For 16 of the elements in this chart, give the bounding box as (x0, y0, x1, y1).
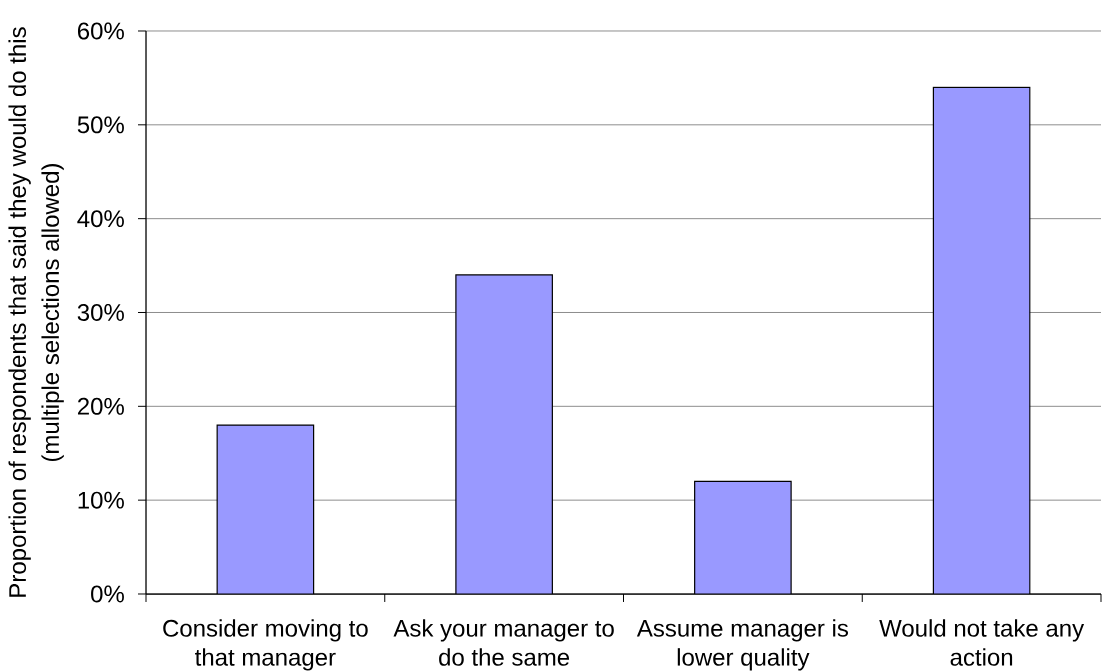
y-tick-label: 0% (91, 585, 124, 603)
x-tick-label: Would not take any action (879, 619, 1085, 666)
y-tick-label: 30% (77, 304, 124, 321)
y-tick-label: 10% (78, 491, 124, 509)
bar (455, 274, 553, 594)
y-tick-label: 60% (78, 22, 124, 40)
x-tick-label: Consider moving to that manager (163, 619, 368, 671)
y-axis-title: Proportion of respondents that said they would do this (multiple selections allowed) (8, 27, 64, 597)
y-tick-label: 50% (77, 116, 124, 134)
bar (694, 480, 792, 594)
bar (216, 424, 315, 594)
x-tick-label: Assume manager is lower quality (636, 619, 849, 671)
bar (932, 86, 1031, 594)
y-tick-label: 40% (77, 210, 124, 228)
y-tick-label: 20% (77, 397, 124, 415)
x-tick-label: Ask your manager to do the same (393, 619, 614, 666)
